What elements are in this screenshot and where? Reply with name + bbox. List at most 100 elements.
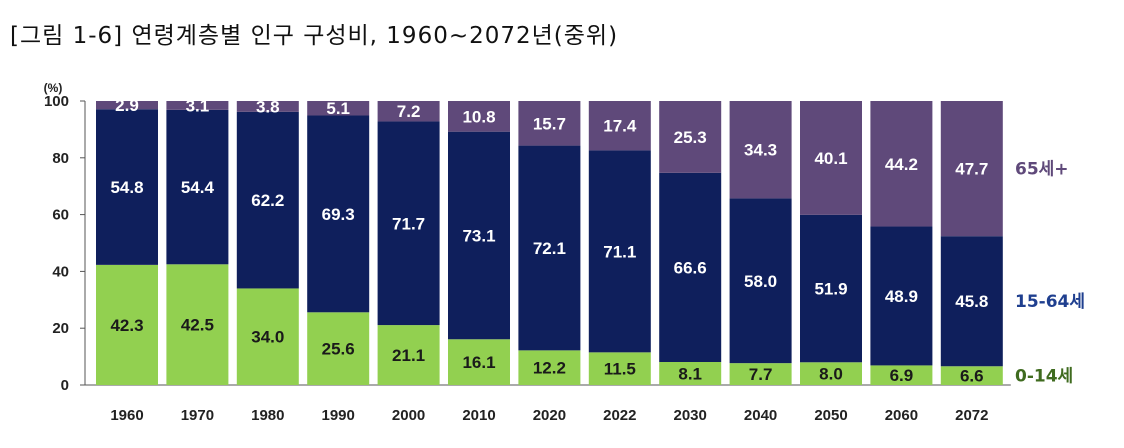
bar-segment <box>236 101 299 112</box>
bar-segment <box>800 101 862 215</box>
bar-segment <box>96 101 158 110</box>
data-label: 54.8 <box>110 178 143 197</box>
bar-segment <box>870 101 933 227</box>
data-label: 6.9 <box>890 366 914 385</box>
x-tick-label: 1970 <box>181 407 214 424</box>
bar-segment <box>377 121 440 326</box>
x-tick-label: 2010 <box>462 407 495 424</box>
bar-segment <box>448 339 510 385</box>
x-tick-label: 2060 <box>885 407 918 424</box>
data-label: 73.1 <box>462 226 495 245</box>
y-axis-unit: (%) <box>44 81 63 95</box>
data-label: 40.1 <box>814 149 847 168</box>
bar-segment <box>729 198 792 364</box>
y-tick-label: 100 <box>44 93 69 110</box>
data-label: 71.7 <box>392 214 425 233</box>
bar-segment <box>307 312 370 385</box>
bar-segment <box>729 101 792 199</box>
chart-title: [그림 1-6] 연령계층별 인구 구성비, 1960~2072년(중위) <box>10 23 619 49</box>
bar-segment <box>588 101 651 151</box>
data-label: 51.9 <box>814 280 847 299</box>
data-label: 62.2 <box>251 191 284 210</box>
data-label: 47.7 <box>955 160 988 179</box>
data-label: 71.1 <box>603 242 636 261</box>
bar-segment <box>166 109 229 265</box>
bar-segment <box>96 109 158 265</box>
bar-segment <box>940 366 1003 385</box>
data-label: 25.3 <box>674 128 707 147</box>
x-tick-label: 2020 <box>533 407 566 424</box>
x-tick-label: 2000 <box>392 407 425 424</box>
data-label: 48.9 <box>885 287 918 306</box>
data-label: 72.1 <box>533 239 566 258</box>
data-label: 15.7 <box>533 114 566 133</box>
x-tick-label: 1990 <box>322 407 355 424</box>
bar-segment <box>870 226 933 366</box>
bar-segment <box>588 352 651 385</box>
bar-segment <box>800 362 862 385</box>
data-label: 34.3 <box>744 141 777 160</box>
x-tick-label: 2050 <box>814 407 847 424</box>
bar-segment <box>729 363 792 385</box>
bar-segment <box>800 214 862 363</box>
x-tick-label: 2022 <box>603 407 636 424</box>
bar-segment <box>307 115 370 313</box>
data-label: 58.0 <box>744 272 777 291</box>
bar-segment <box>448 101 510 132</box>
x-tick-label: 1960 <box>110 407 143 424</box>
data-label: 7.7 <box>749 365 773 384</box>
data-label: 5.1 <box>326 99 350 118</box>
data-label: 42.5 <box>181 316 214 335</box>
data-label: 2.9 <box>115 96 139 115</box>
bar-segment <box>518 145 581 351</box>
bar-segment <box>166 264 229 385</box>
legend-label: 65세+ <box>1015 160 1069 180</box>
bar-segment <box>659 361 722 385</box>
data-label: 11.5 <box>604 360 636 379</box>
data-label: 34.0 <box>251 328 284 347</box>
x-tick-label: 1980 <box>251 407 284 424</box>
data-label: 21.1 <box>392 346 425 365</box>
legend-label: 0-14세 <box>1015 367 1073 387</box>
bar-segment <box>448 131 510 340</box>
data-label: 16.1 <box>462 353 495 372</box>
data-label: 45.8 <box>955 292 988 311</box>
bar-segment <box>236 111 299 289</box>
data-label: 3.8 <box>256 97 280 116</box>
data-label: 6.6 <box>960 367 984 386</box>
bar-segment <box>870 365 933 385</box>
bar-segment <box>96 264 158 385</box>
data-label: 8.1 <box>678 364 702 383</box>
bar-segment <box>518 101 581 146</box>
bar-segment <box>307 101 370 116</box>
data-label: 12.2 <box>533 359 566 378</box>
bar-segment <box>659 101 722 173</box>
y-tick-label: 80 <box>52 150 69 167</box>
x-tick-label: 2072 <box>955 407 988 424</box>
bar-segment <box>236 288 299 385</box>
data-label: 54.4 <box>181 178 215 197</box>
y-tick-label: 0 <box>61 377 69 394</box>
data-label: 7.2 <box>397 102 421 121</box>
bar-segment <box>659 172 722 362</box>
data-label: 10.8 <box>462 107 495 126</box>
data-label: 42.3 <box>110 316 143 335</box>
bar-segment <box>940 236 1003 367</box>
data-label: 17.4 <box>603 117 637 136</box>
bar-segment <box>940 101 1003 237</box>
y-tick-label: 20 <box>52 320 69 337</box>
x-tick-label: 2030 <box>674 407 707 424</box>
data-label: 66.6 <box>674 258 707 277</box>
legend-label: 15-64세 <box>1015 292 1085 312</box>
bar-segment <box>377 325 440 385</box>
y-tick-label: 60 <box>52 207 69 224</box>
x-tick-label: 2040 <box>744 407 777 424</box>
data-label: 3.1 <box>186 96 210 115</box>
data-label: 69.3 <box>322 205 355 224</box>
y-tick-label: 40 <box>52 263 69 280</box>
bar-segment <box>588 150 651 353</box>
data-label: 44.2 <box>885 155 918 174</box>
bar-segment <box>377 101 440 122</box>
data-label: 8.0 <box>819 365 843 384</box>
